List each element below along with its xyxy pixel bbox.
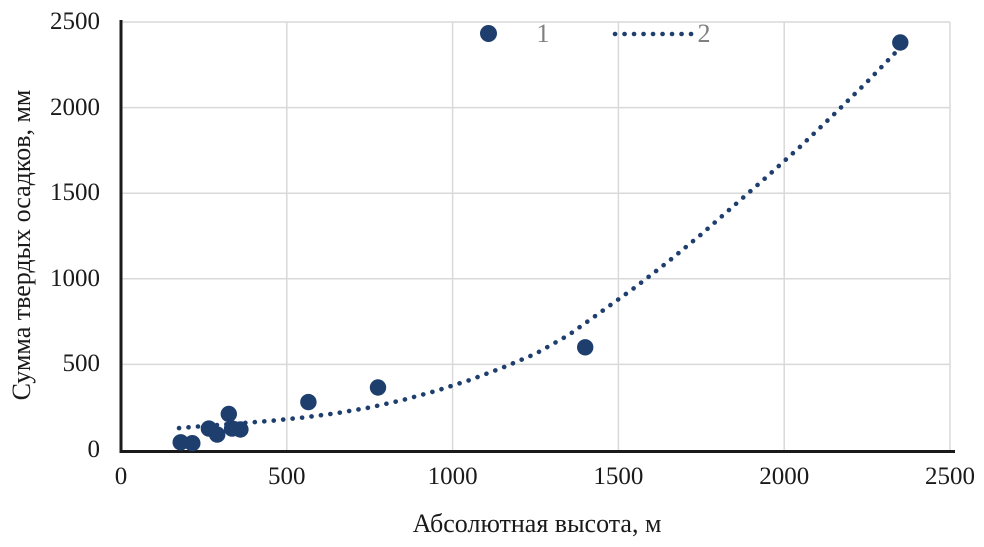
legend-label-series-2: 2 — [697, 19, 711, 48]
trendline-dotted — [176, 40, 908, 431]
y-tick-label: 1500 — [50, 179, 100, 207]
data-point — [369, 379, 387, 396]
y-tick-label: 0 — [87, 436, 101, 463]
x-tick-label: 1500 — [593, 463, 644, 490]
data-point — [892, 34, 909, 51]
legend-marker-dotted-line-icon — [612, 31, 702, 37]
y-tick-label: 1000 — [50, 264, 100, 292]
legend-label-series-1: 1 — [536, 19, 550, 48]
x-tick-label: 1000 — [427, 463, 478, 490]
data-point — [300, 393, 317, 411]
y-tick-label: 2000 — [50, 93, 100, 121]
y-axis-title: Сумма твердых осадков, мм — [7, 89, 36, 401]
data-point — [184, 435, 201, 452]
data-point — [232, 421, 249, 438]
x-tick-label: 500 — [268, 463, 306, 490]
y-tick-label: 2500 — [50, 8, 100, 35]
data-point — [209, 426, 226, 443]
x-tick-label: 2000 — [759, 463, 810, 490]
x-tick-label: 2500 — [925, 463, 975, 490]
data-point — [577, 339, 594, 356]
data-point — [220, 405, 237, 423]
x-tick-label: 0 — [114, 463, 128, 490]
y-tick-label: 500 — [62, 350, 101, 378]
legend-marker-circle-icon — [480, 25, 497, 42]
x-axis-title: Абсолютная высота, м — [412, 509, 662, 538]
